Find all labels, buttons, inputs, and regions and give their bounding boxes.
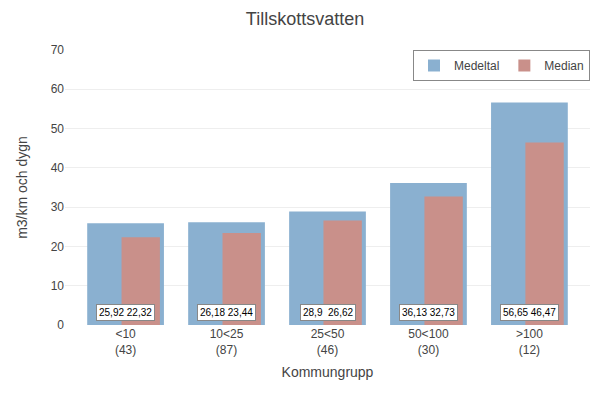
- svg-text:Median: Median: [544, 59, 583, 73]
- svg-text:<10(43): <10(43): [115, 327, 136, 357]
- svg-text:28,9 26,62: 28,9 26,62: [303, 307, 353, 318]
- svg-text:56,65 46,47: 56,65 46,47: [503, 307, 556, 318]
- svg-text:70: 70: [51, 43, 65, 57]
- svg-text:10<25(87): 10<25(87): [210, 327, 244, 357]
- svg-text:50<100(30): 50<100(30): [408, 327, 449, 357]
- svg-text:60: 60: [51, 82, 65, 96]
- svg-text:25,92 22,32: 25,92 22,32: [99, 307, 152, 318]
- svg-text:Kommungrupp: Kommungrupp: [282, 364, 374, 380]
- svg-text:0: 0: [57, 318, 64, 332]
- svg-text:>100(12): >100(12): [516, 327, 543, 357]
- svg-text:10: 10: [51, 279, 65, 293]
- svg-text:20: 20: [51, 240, 65, 254]
- svg-text:Tillskottsvatten: Tillskottsvatten: [246, 9, 364, 29]
- svg-text:50: 50: [51, 122, 65, 136]
- svg-text:36,13 32,73: 36,13 32,73: [402, 307, 455, 318]
- svg-text:30: 30: [51, 200, 65, 214]
- svg-text:Medeltal: Medeltal: [454, 59, 499, 73]
- svg-text:40: 40: [51, 161, 65, 175]
- svg-text:26,18 23,44: 26,18 23,44: [200, 307, 253, 318]
- svg-text:m3/km och dygn: m3/km och dygn: [14, 136, 30, 239]
- svg-text:25<50(46): 25<50(46): [311, 327, 345, 357]
